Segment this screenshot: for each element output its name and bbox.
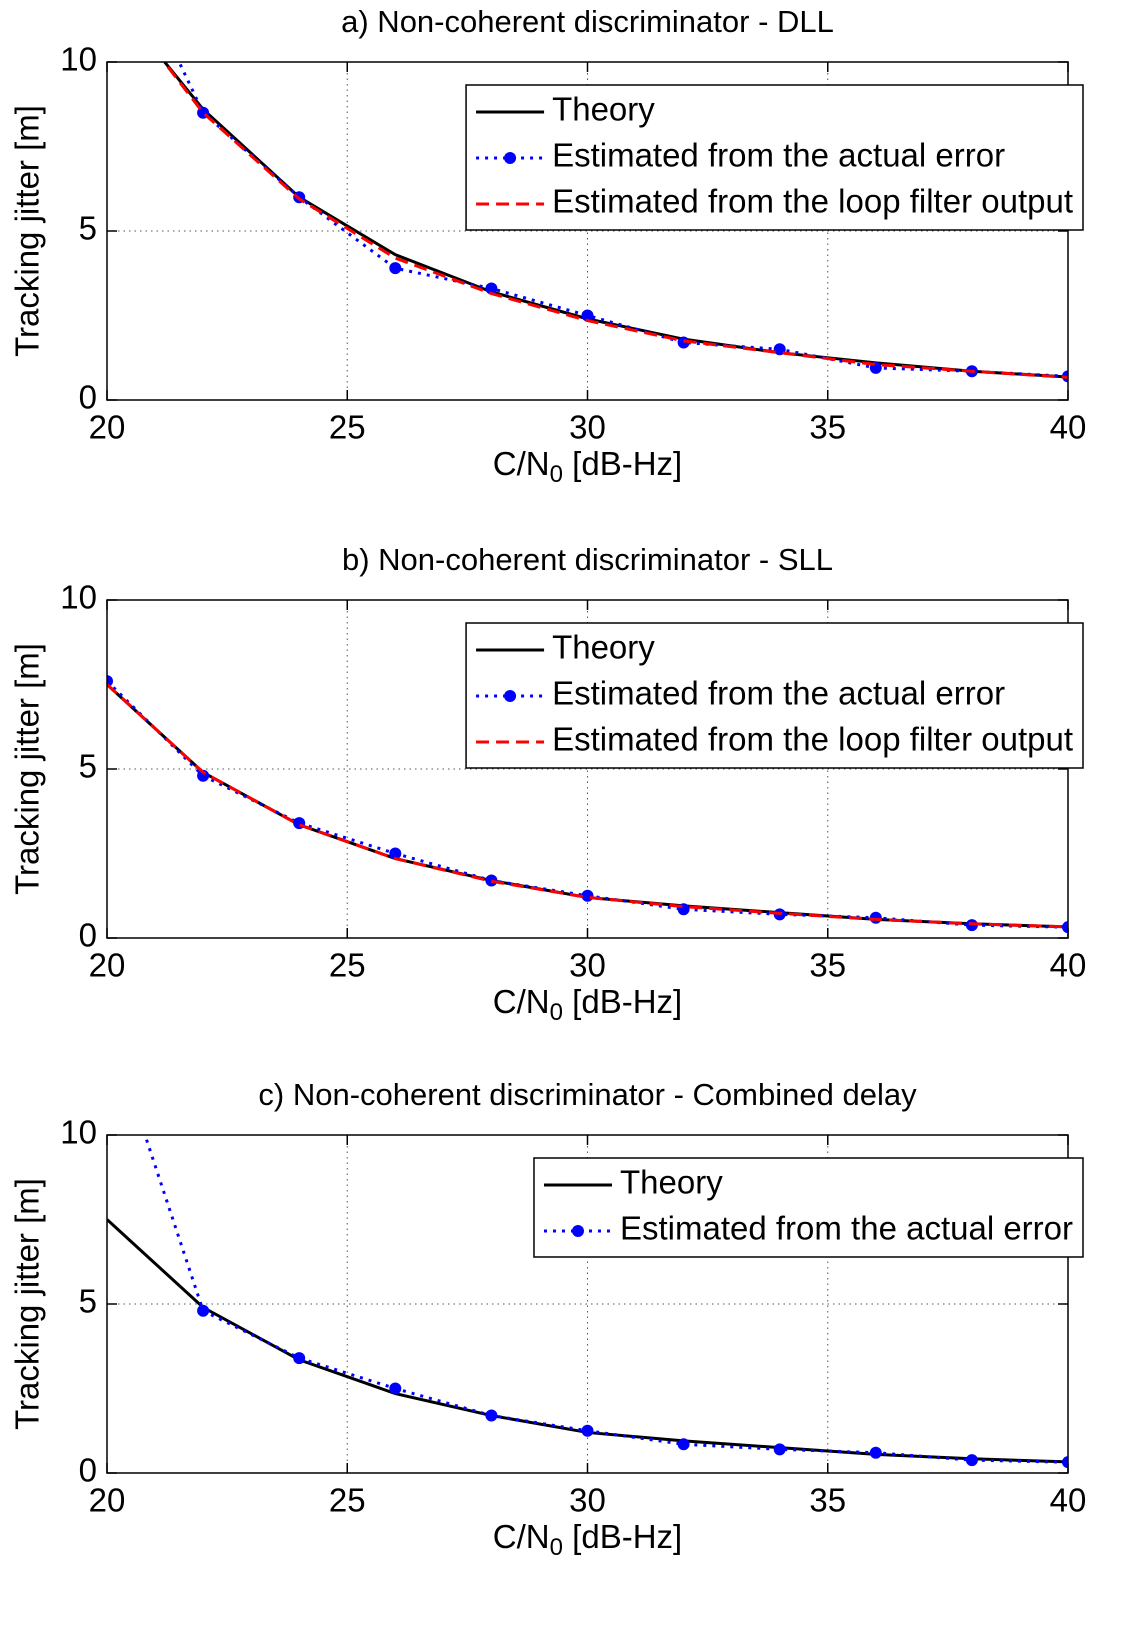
axes-frame — [106, 599, 1069, 939]
legend-label: Theory — [552, 91, 655, 128]
x-tick-label: 35 — [809, 947, 846, 984]
x-tick-label: 20 — [89, 1482, 126, 1519]
data-point — [965, 1454, 978, 1467]
data-point — [197, 769, 210, 782]
y-tick-label: 10 — [60, 1114, 97, 1151]
series-line — [162, 62, 1068, 379]
data-point — [773, 343, 786, 356]
axes-frame — [106, 61, 1069, 401]
y-tick-label: 10 — [60, 41, 97, 78]
legend: Theory Estimated from the actual error Est… — [465, 84, 1084, 231]
y-tick-label: 0 — [79, 1452, 97, 1489]
data-point — [293, 1352, 306, 1365]
data-point — [581, 309, 594, 322]
x-tick-label: 30 — [569, 947, 606, 984]
data-point — [389, 262, 402, 275]
data-point — [389, 1382, 402, 1395]
y-axis-label: Tracking jitter [m] — [9, 1178, 46, 1430]
x-axis-label: C/N0 [dB-Hz] — [493, 1518, 682, 1561]
data-point — [197, 1304, 210, 1317]
y-axis-label: Tracking jitter [m] — [9, 105, 46, 357]
legend-label: Estimated from the loop filter output — [552, 183, 1073, 220]
y-tick-label: 10 — [60, 579, 97, 616]
x-tick-label: 20 — [89, 409, 126, 446]
legend-label: Theory — [620, 1164, 723, 1201]
x-tick-label: 40 — [1050, 947, 1087, 984]
legend: Theory Estimated from the actual error — [533, 1157, 1084, 1258]
data-point — [389, 847, 402, 860]
chart-title: c) Non-coherent discriminator - Combined… — [258, 1077, 917, 1112]
x-tick-label: 25 — [329, 1482, 366, 1519]
legend-label: Theory — [552, 629, 655, 666]
legend-box — [465, 84, 1084, 231]
legend-box — [465, 622, 1084, 769]
series-line — [107, 683, 1068, 929]
x-tick-label: 35 — [809, 409, 846, 446]
legend: Theory Estimated from the actual error Est… — [465, 622, 1084, 769]
legend-label: Estimated from the actual error — [620, 1210, 1073, 1247]
y-tick-label: 5 — [79, 1283, 97, 1320]
data-point — [101, 1014, 113, 1026]
x-tick-label: 25 — [329, 409, 366, 446]
y-axis-label: Tracking jitter [m] — [9, 643, 46, 895]
legend-label: Estimated from the actual error — [552, 675, 1005, 712]
chart-title: a) Non-coherent discriminator - DLL — [341, 4, 834, 39]
y-tick-label: 5 — [79, 748, 97, 785]
plot-area — [101, 1014, 1068, 1469]
data-point — [1062, 1456, 1068, 1469]
axes-frame — [106, 1134, 1069, 1474]
plot-area — [107, 675, 1068, 934]
x-tick-label: 25 — [329, 947, 366, 984]
data-point — [773, 1443, 786, 1456]
subplot: b) Non-coherent discriminator - SLL 20 25 3… — [9, 542, 1087, 1026]
legend-marker — [504, 690, 517, 702]
legend-marker — [504, 152, 517, 164]
x-tick-label: 35 — [809, 1482, 846, 1519]
data-point — [581, 889, 594, 902]
y-tick-label: 0 — [79, 917, 97, 954]
data-point — [485, 1409, 498, 1422]
x-tick-label: 40 — [1050, 409, 1087, 446]
x-axis-label: C/N0 [dB-Hz] — [493, 445, 682, 488]
subplot: a) Non-coherent discriminator - DLL 20 25 3… — [9, 4, 1087, 488]
data-point — [677, 336, 690, 349]
data-point — [485, 282, 498, 295]
data-point — [1062, 921, 1068, 934]
legend-label: Estimated from the loop filter output — [552, 721, 1073, 758]
plot-area — [162, 62, 1068, 383]
data-point — [677, 1438, 690, 1451]
x-tick-label: 30 — [569, 409, 606, 446]
x-axis-label: C/N0 [dB-Hz] — [493, 983, 682, 1026]
y-tick-label: 5 — [79, 210, 97, 247]
data-point — [869, 1446, 882, 1459]
data-point — [581, 1424, 594, 1437]
x-tick-label: 20 — [89, 947, 126, 984]
chart-title: b) Non-coherent discriminator - SLL — [342, 542, 833, 577]
legend-marker — [571, 1225, 584, 1237]
legend-box — [533, 1157, 1084, 1258]
x-tick-label: 40 — [1050, 1482, 1087, 1519]
y-tick-label: 0 — [79, 379, 97, 416]
legend-label: Estimated from the actual error — [552, 137, 1005, 174]
x-tick-label: 30 — [569, 1482, 606, 1519]
subplot: c) Non-coherent discriminator - Combined… — [9, 1014, 1087, 1561]
